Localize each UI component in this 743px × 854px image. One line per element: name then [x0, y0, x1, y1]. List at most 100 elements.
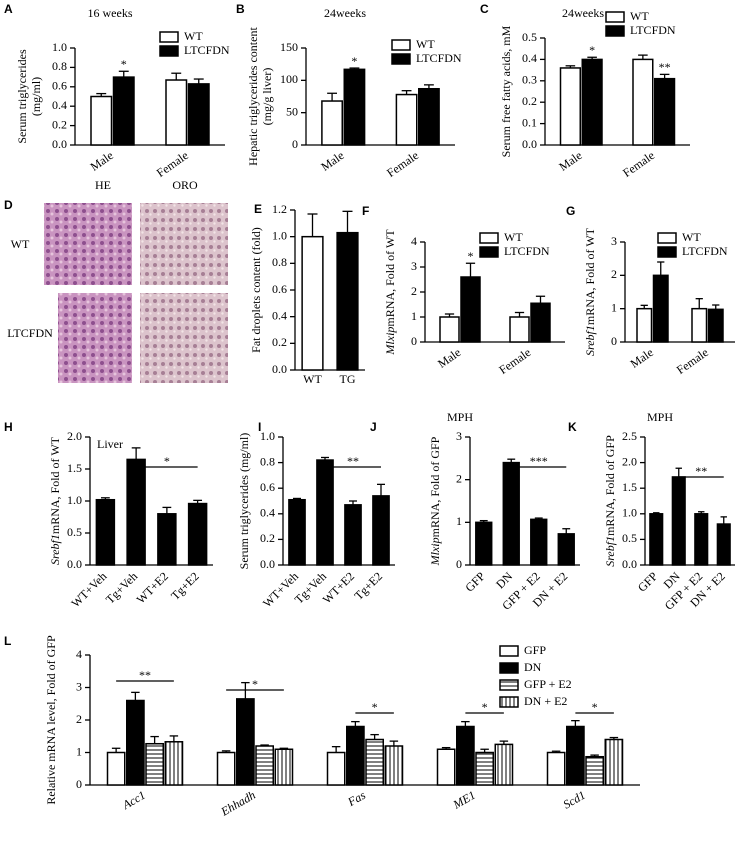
bar	[126, 458, 146, 566]
y-tick-label: 1.5	[67, 461, 82, 475]
x-tick-label: TG	[340, 372, 356, 386]
bar	[288, 498, 306, 566]
y-tick-label: 1.0	[67, 493, 82, 507]
significance-label: *	[372, 700, 378, 714]
y-tick-label: 0.2	[260, 531, 275, 545]
inset-label: Liver	[97, 437, 123, 451]
panel-letter: I	[258, 420, 261, 434]
y-tick-label: 2.0	[67, 429, 82, 443]
bar	[691, 307, 708, 343]
x-tick-label: WT+Veh	[68, 569, 109, 610]
significance-label: *	[468, 249, 474, 263]
significance-label: ***	[530, 454, 548, 468]
x-tick-label: Scd1	[561, 788, 588, 812]
y-axis-label: Relative mRNA level, Fold of GFP	[44, 635, 58, 805]
panel-letter: F	[362, 204, 369, 218]
y-tick-label: 0.6	[260, 480, 275, 494]
panel-letter: J	[370, 420, 377, 434]
bar	[126, 699, 145, 786]
x-tick-label: Male	[556, 148, 584, 174]
bar	[346, 725, 365, 786]
y-tick-label: 0.4	[522, 51, 537, 65]
gene-name: Srebf1	[603, 536, 617, 567]
bar	[604, 738, 624, 786]
y-tick-label: 0.0	[260, 557, 275, 571]
panel-letter: B	[236, 2, 245, 16]
y-axis-label-text: mRNA, Fold of GFP	[428, 436, 442, 537]
y-tick-label: 0.4	[52, 98, 67, 112]
gene-name: Mlxip	[428, 537, 442, 566]
y-tick-label: 0.3	[522, 73, 537, 87]
y-tick-label: 3	[76, 679, 82, 693]
significance-label: **	[695, 464, 707, 478]
x-tick-label: Tg+E2	[168, 569, 202, 603]
y-tick-label: 2	[76, 712, 82, 726]
bar	[236, 698, 255, 786]
bar	[652, 274, 669, 343]
bar	[581, 58, 603, 146]
bar	[475, 521, 493, 566]
x-tick-label: GFP	[635, 569, 661, 595]
legend-label: LTCFDN	[630, 23, 676, 37]
y-tick-label: 2	[611, 267, 617, 281]
legend-label: WT	[682, 230, 701, 244]
y-axis-label-text: mRNA, Fold of WT	[583, 227, 597, 325]
y-tick-label: 1	[76, 744, 82, 758]
x-tick-label: WT	[303, 372, 322, 386]
y-axis-label: Srebf1mRNA, Fold of WT	[583, 227, 597, 356]
y-tick-label: 1	[411, 309, 417, 323]
y-tick-label: 0.2	[272, 335, 287, 349]
bar	[326, 751, 346, 786]
bar	[216, 751, 236, 786]
bar	[336, 231, 359, 371]
legend-label: WT	[630, 9, 649, 23]
gene-name: Srebf1	[583, 325, 597, 356]
y-tick-label: 4	[76, 647, 82, 661]
x-tick-label: Female	[674, 345, 711, 377]
bar	[456, 725, 475, 786]
y-axis-label-text: mRNA, Fold of WT	[383, 229, 397, 327]
y-axis-label: Serum free fatty acids, mM	[499, 25, 513, 157]
bar	[460, 276, 481, 343]
y-axis-label: Serum triglycerides	[15, 49, 29, 144]
legend-label: GFP	[524, 643, 546, 657]
y-tick-label: 0.6	[272, 282, 287, 296]
y-tick-label: 50	[286, 104, 298, 118]
bar	[384, 745, 404, 786]
y-tick-label: 0.0	[67, 557, 82, 571]
y-tick-label: 1.5	[622, 480, 637, 494]
x-tick-label: Female	[384, 148, 421, 180]
legend-swatch	[657, 232, 677, 244]
panel-letter: L	[4, 634, 11, 648]
legend-swatch	[499, 662, 519, 674]
legend-swatch	[499, 696, 519, 708]
legend-swatch	[391, 53, 411, 65]
legend-label: GFP + E2	[524, 677, 572, 691]
x-tick-label: GFP	[462, 569, 488, 595]
y-axis-label: Fat droplets content (fold)	[249, 227, 263, 353]
bar	[165, 79, 188, 146]
x-tick-label: WT+E2	[134, 569, 171, 606]
y-tick-label: 1	[456, 514, 462, 528]
legend-swatch	[159, 45, 179, 57]
y-tick-label: 0.8	[52, 59, 67, 73]
x-tick-label: Female	[620, 148, 657, 180]
bar	[649, 513, 664, 566]
legend-label: LTCFDN	[682, 244, 728, 258]
bar	[436, 748, 456, 786]
y-tick-label: 3	[411, 259, 417, 273]
y-tick-label: 0.5	[67, 525, 82, 539]
x-tick-label: Tg+Veh	[103, 569, 140, 606]
legend-swatch	[657, 246, 677, 258]
bar	[439, 316, 460, 343]
x-tick-label: Female	[496, 345, 533, 377]
x-tick-label: Tg+E2	[352, 569, 386, 603]
y-tick-label: 2	[456, 471, 462, 485]
legend-label: LTCFDN	[416, 51, 462, 65]
panel-letter: H	[4, 420, 13, 434]
micrograph	[44, 203, 132, 285]
micrograph	[140, 203, 228, 285]
significance-label: *	[164, 454, 170, 468]
